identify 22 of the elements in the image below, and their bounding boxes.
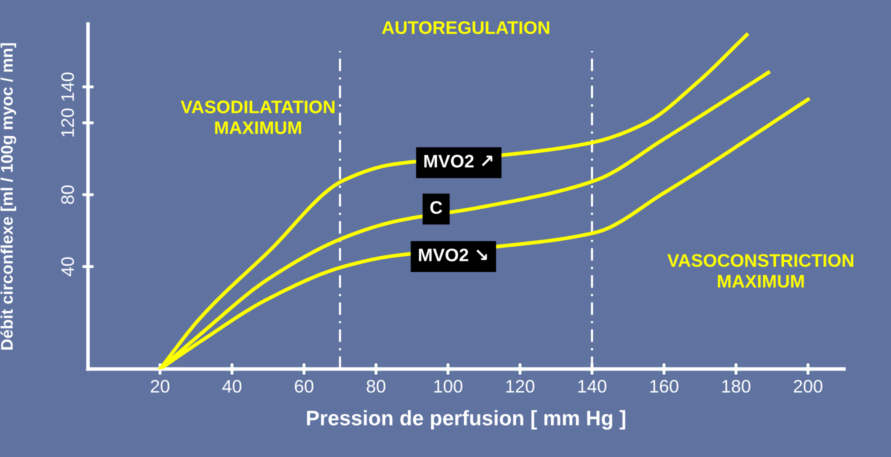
y-tick-label: 80 [61, 185, 74, 204]
annotation: VASOCONSTRICTION MAXIMUM [667, 254, 854, 288]
x-tick-label: 140 [578, 380, 606, 393]
y-tick-label: 40 [61, 257, 74, 276]
x-tick-label: 20 [150, 380, 170, 393]
annotation: VASODILATATION MAXIMUM [180, 100, 334, 134]
y-tick-label: 120 [61, 108, 74, 137]
series-label: MVO2 ↘ [418, 248, 487, 262]
x-tick-label: 60 [294, 380, 314, 393]
y-axis-title: Débit circonflexe [ml / 100g myoc / mn] [0, 43, 16, 350]
x-tick-label: 100 [434, 380, 462, 393]
x-tick-label: 120 [506, 380, 534, 393]
x-axis-title: Pression de perfusion [ mm Hg ] [307, 410, 626, 430]
x-tick-label: 40 [222, 380, 242, 393]
y-tick-label: 140 [61, 72, 74, 101]
x-tick-label: 180 [722, 380, 750, 393]
series-label: C [430, 201, 442, 214]
series-label: MVO2 ↗ [424, 154, 492, 168]
x-tick-label: 200 [794, 380, 822, 393]
x-tick-label: 80 [366, 380, 386, 393]
annotation: AUTOREGULATION [382, 21, 550, 34]
x-tick-label: 160 [650, 380, 678, 393]
